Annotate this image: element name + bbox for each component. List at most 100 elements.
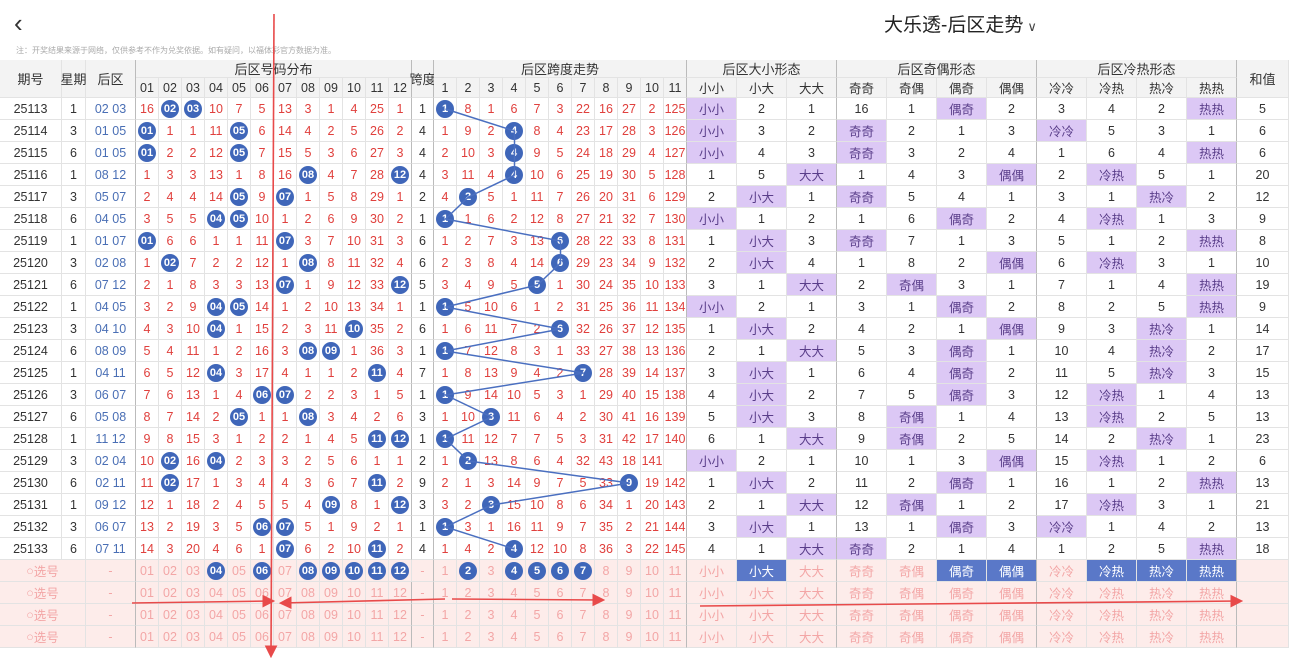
picker-num[interactable]: 07 bbox=[274, 626, 297, 648]
picker-size[interactable]: 小小 bbox=[687, 560, 737, 582]
picker-label[interactable]: ○ 选号 bbox=[0, 626, 86, 648]
picker-spanval[interactable]: 1 bbox=[434, 582, 457, 604]
picker-num[interactable]: 02 bbox=[159, 582, 182, 604]
picker-spanval[interactable]: 6 bbox=[549, 582, 572, 604]
picker-oe[interactable]: 奇偶 bbox=[887, 560, 937, 582]
picker-label[interactable]: ○ 选号 bbox=[0, 560, 86, 582]
picker-num[interactable]: 02 bbox=[159, 626, 182, 648]
picker-spanval[interactable]: 6 bbox=[549, 626, 572, 648]
picker-num[interactable]: 12 bbox=[389, 604, 412, 626]
picker-num[interactable]: 12 bbox=[389, 582, 412, 604]
picker-size[interactable]: 大大 bbox=[787, 604, 837, 626]
picker-hc[interactable]: 热热 bbox=[1187, 560, 1237, 582]
picker-num-selected[interactable]: 09 bbox=[320, 560, 343, 582]
radio-icon[interactable]: ○ bbox=[26, 629, 34, 644]
picker-spanval[interactable]: 5 bbox=[526, 604, 549, 626]
picker-spanval[interactable]: 11 bbox=[664, 604, 687, 626]
picker-oe[interactable]: 奇偶 bbox=[887, 604, 937, 626]
picker-spanval[interactable]: 1 bbox=[434, 604, 457, 626]
picker-hc[interactable]: 热热 bbox=[1187, 582, 1237, 604]
picker-oe[interactable]: 奇奇 bbox=[837, 560, 887, 582]
picker-spanval[interactable]: 9 bbox=[618, 626, 641, 648]
picker-size[interactable]: 小大 bbox=[737, 560, 787, 582]
picker-num[interactable]: 09 bbox=[320, 626, 343, 648]
picker-oe[interactable]: 奇偶 bbox=[887, 582, 937, 604]
picker-spanval[interactable]: 11 bbox=[664, 582, 687, 604]
picker-hc[interactable]: 冷热 bbox=[1087, 582, 1137, 604]
picker-num[interactable]: 01 bbox=[136, 604, 159, 626]
picker-num[interactable]: 02 bbox=[159, 560, 182, 582]
picker-spanval[interactable]: 5 bbox=[526, 582, 549, 604]
picker-num[interactable]: 10 bbox=[343, 582, 366, 604]
picker-label[interactable]: ○ 选号 bbox=[0, 604, 86, 626]
picker-num[interactable]: 11 bbox=[366, 604, 389, 626]
picker-spanval[interactable]: 9 bbox=[618, 560, 641, 582]
picker-num[interactable]: 04 bbox=[205, 604, 228, 626]
picker-num[interactable]: 09 bbox=[320, 604, 343, 626]
picker-num[interactable]: 11 bbox=[366, 626, 389, 648]
picker-num[interactable]: 04 bbox=[205, 582, 228, 604]
picker-spanval[interactable]: 7 bbox=[572, 582, 595, 604]
picker-span-selected[interactable]: 6 bbox=[549, 560, 572, 582]
picker-oe[interactable]: 奇奇 bbox=[837, 604, 887, 626]
picker-oe[interactable]: 偶偶 bbox=[987, 582, 1037, 604]
picker-num[interactable]: 06 bbox=[251, 626, 274, 648]
picker-hc[interactable]: 冷冷 bbox=[1037, 582, 1087, 604]
picker-num[interactable]: 07 bbox=[274, 560, 297, 582]
picker-num[interactable]: 03 bbox=[182, 604, 205, 626]
picker-oe[interactable]: 奇偶 bbox=[887, 626, 937, 648]
picker-spanval[interactable]: 9 bbox=[618, 582, 641, 604]
picker-spanval[interactable]: 2 bbox=[457, 604, 480, 626]
picker-size[interactable]: 小小 bbox=[687, 582, 737, 604]
picker-num[interactable]: 08 bbox=[297, 582, 320, 604]
picker-oe[interactable]: 奇奇 bbox=[837, 626, 887, 648]
picker-num[interactable]: 08 bbox=[297, 626, 320, 648]
picker-spanval[interactable]: 1 bbox=[434, 626, 457, 648]
radio-icon[interactable]: ○ bbox=[26, 607, 34, 622]
picker-num[interactable]: 05 bbox=[228, 582, 251, 604]
picker-oe[interactable]: 偶奇 bbox=[937, 582, 987, 604]
picker-spanval[interactable]: 8 bbox=[595, 560, 618, 582]
picker-num-selected[interactable]: 12 bbox=[389, 560, 412, 582]
picker-num[interactable]: 04 bbox=[205, 626, 228, 648]
picker-num[interactable]: 05 bbox=[228, 560, 251, 582]
picker-oe[interactable]: 偶奇 bbox=[937, 626, 987, 648]
picker-spanval[interactable]: 9 bbox=[618, 604, 641, 626]
picker-size[interactable]: 大大 bbox=[787, 560, 837, 582]
picker-num[interactable]: 11 bbox=[366, 582, 389, 604]
picker-num[interactable]: 10 bbox=[343, 626, 366, 648]
picker-label[interactable]: ○ 选号 bbox=[0, 582, 86, 604]
picker-spanval[interactable]: 6 bbox=[549, 604, 572, 626]
picker-spanval[interactable]: 8 bbox=[595, 626, 618, 648]
picker-spanval[interactable]: 3 bbox=[480, 560, 503, 582]
picker-num[interactable]: 03 bbox=[182, 626, 205, 648]
radio-icon[interactable]: ○ bbox=[26, 563, 34, 578]
picker-span-selected[interactable]: 7 bbox=[572, 560, 595, 582]
picker-spanval[interactable]: 3 bbox=[480, 626, 503, 648]
picker-spanval[interactable]: 8 bbox=[595, 582, 618, 604]
picker-spanval[interactable]: 3 bbox=[480, 582, 503, 604]
picker-spanval[interactable]: 10 bbox=[641, 560, 664, 582]
picker-num[interactable]: 06 bbox=[251, 604, 274, 626]
radio-icon[interactable]: ○ bbox=[26, 585, 34, 600]
picker-num[interactable]: 06 bbox=[251, 582, 274, 604]
picker-spanval[interactable]: 4 bbox=[503, 626, 526, 648]
picker-hc[interactable]: 热冷 bbox=[1137, 582, 1187, 604]
picker-num[interactable]: 07 bbox=[274, 582, 297, 604]
picker-spanval[interactable]: 10 bbox=[641, 582, 664, 604]
picker-hc[interactable]: 冷热 bbox=[1087, 604, 1137, 626]
picker-oe[interactable]: 偶偶 bbox=[987, 604, 1037, 626]
picker-size[interactable]: 大大 bbox=[787, 626, 837, 648]
picker-size[interactable]: 小大 bbox=[737, 582, 787, 604]
picker-size[interactable]: 小小 bbox=[687, 626, 737, 648]
picker-spanval[interactable]: 7 bbox=[572, 626, 595, 648]
picker-num-selected[interactable]: 11 bbox=[366, 560, 389, 582]
header-issue[interactable]: 期号 bbox=[0, 60, 62, 98]
picker-size[interactable]: 大大 bbox=[787, 582, 837, 604]
picker-num[interactable]: 05 bbox=[228, 626, 251, 648]
page-title[interactable]: 大乐透-后区走势 ∨ bbox=[884, 10, 1037, 37]
picker-spanval[interactable]: 11 bbox=[664, 560, 687, 582]
picker-hc[interactable]: 热冷 bbox=[1137, 560, 1187, 582]
picker-span-selected[interactable]: 2 bbox=[457, 560, 480, 582]
picker-num[interactable]: 03 bbox=[182, 560, 205, 582]
